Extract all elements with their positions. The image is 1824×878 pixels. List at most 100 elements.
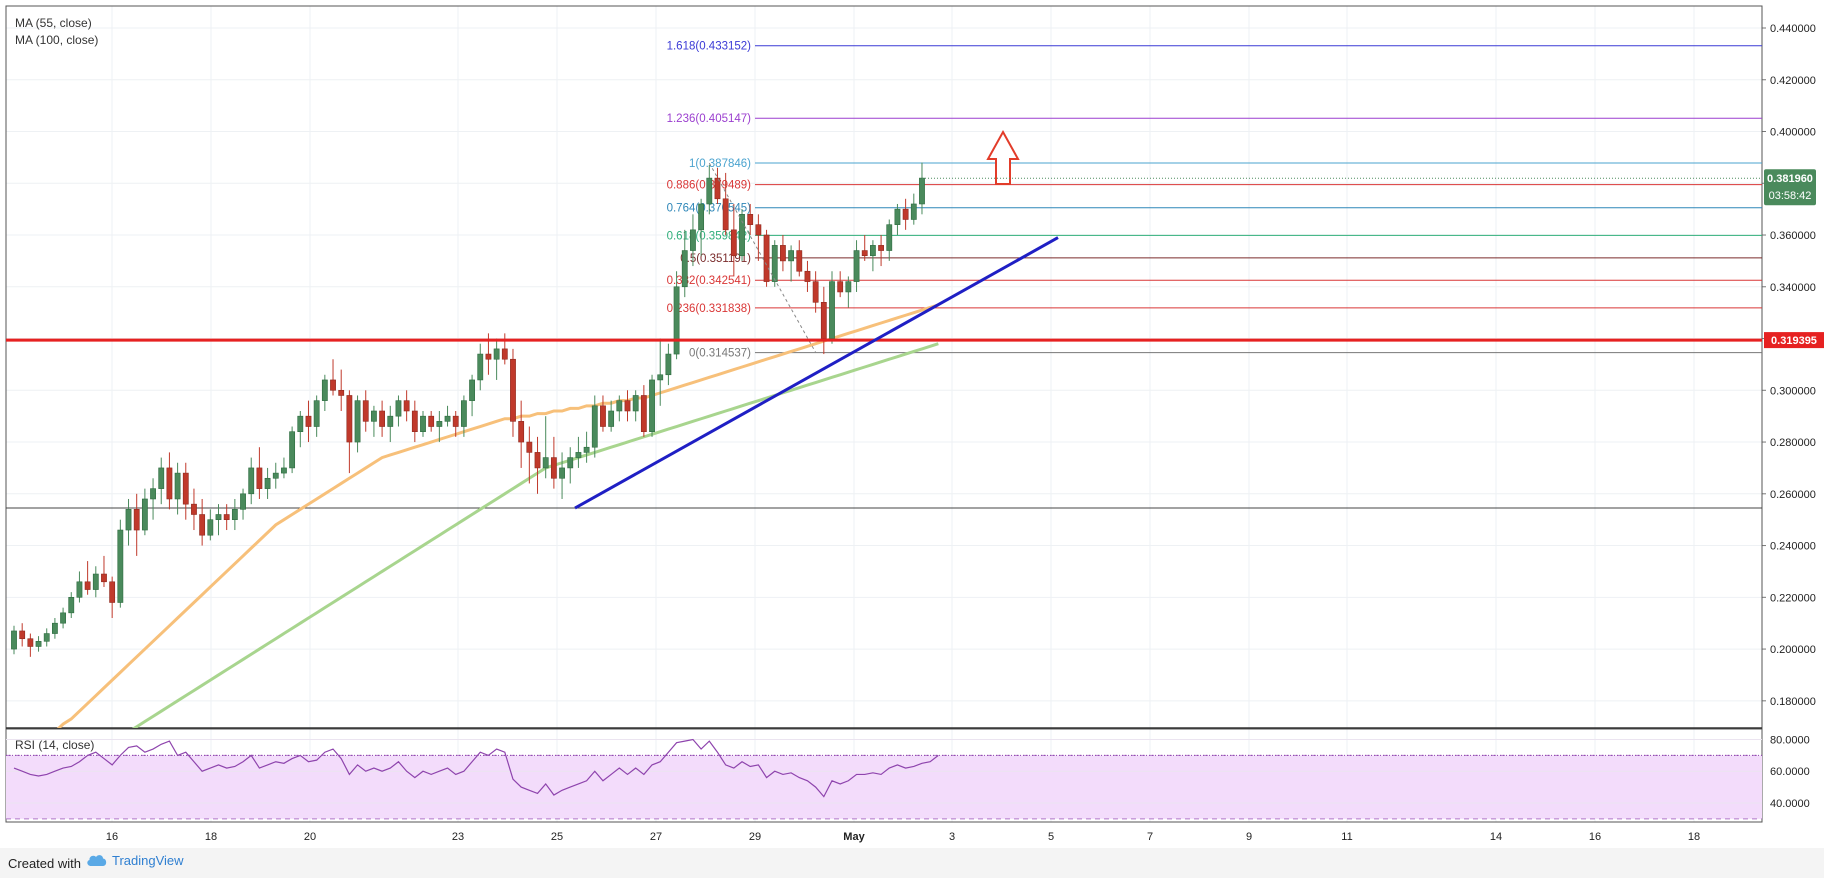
candle-body <box>338 389 345 396</box>
created-with-text: Created with <box>8 856 81 871</box>
x-tick-label: 16 <box>1589 831 1601 843</box>
candle-body <box>722 198 729 231</box>
y-tick-label: 0.340000 <box>1770 282 1816 294</box>
chart-background <box>0 0 1824 848</box>
y-tick-label: 0.180000 <box>1770 696 1816 708</box>
candle-body <box>362 400 369 422</box>
fib-level-label: 0.236(0.331838) <box>667 303 752 315</box>
candle-body <box>43 633 50 642</box>
candle-body <box>886 224 893 251</box>
up-arrow-icon <box>986 129 1020 185</box>
candle-body <box>281 467 287 474</box>
candle-body <box>575 452 582 458</box>
candle-body <box>387 415 394 427</box>
candle-body <box>297 415 304 432</box>
candle-body <box>289 431 296 469</box>
candle-body <box>411 410 418 432</box>
candle-body <box>117 529 124 603</box>
candle-body <box>706 177 713 205</box>
candle-body <box>395 400 402 417</box>
candle-body <box>526 441 533 453</box>
x-tick-label: 16 <box>106 831 118 843</box>
candle-body <box>739 214 745 257</box>
candle-body <box>869 245 876 257</box>
candle-body <box>477 353 484 381</box>
candle-body <box>101 573 107 583</box>
fib-level-label: 0.618(0.359842) <box>667 230 752 242</box>
y-tick-label: 0.440000 <box>1770 23 1816 35</box>
candle-body <box>92 573 99 590</box>
candle-body <box>608 410 615 427</box>
candle-body <box>125 509 132 531</box>
candle-body <box>796 250 803 272</box>
candle-body <box>191 503 197 515</box>
fib-level-label: 1(0.387846) <box>689 158 751 170</box>
candle-body <box>902 208 909 220</box>
candle-body <box>657 374 664 381</box>
candle-body <box>518 421 525 443</box>
candle-body <box>141 498 148 531</box>
tradingview-brand: TradingView <box>112 852 184 868</box>
candle-body <box>485 353 492 360</box>
candle-body <box>690 229 696 251</box>
candle-body <box>550 457 557 479</box>
ma55-line <box>56 303 939 728</box>
candle-body <box>133 509 140 531</box>
bar-countdown-label: 03:58:42 <box>1769 190 1812 202</box>
candle-body <box>861 250 868 257</box>
candle-body <box>182 472 189 505</box>
candle-body <box>747 214 754 225</box>
candle-body <box>272 472 279 479</box>
y-tick-label: 0.300000 <box>1770 385 1816 397</box>
candle-body <box>60 612 66 624</box>
x-tick-label: 29 <box>749 831 761 843</box>
candle-body <box>673 286 680 355</box>
last-price-label: 0.381960 <box>1767 173 1813 185</box>
candle-body <box>354 400 361 443</box>
candle-body <box>910 203 917 220</box>
candle-body <box>199 514 206 536</box>
candle-body <box>878 245 884 251</box>
y-tick-label: 0.400000 <box>1770 127 1816 139</box>
candle-body <box>256 467 263 489</box>
x-tick-label: 3 <box>949 831 955 843</box>
candle-body <box>559 467 565 479</box>
candle-body <box>853 250 860 282</box>
candles <box>11 162 925 657</box>
fib-level-label: 1.618(0.433152) <box>667 41 752 53</box>
price-chart[interactable]: 16 18 20 23 25 27 29 May 3 5 7 9 11 14 16 18 0.180000 0.2… <box>0 0 1824 848</box>
ma100-legend: MA (100, close) <box>15 33 99 47</box>
candle-body <box>27 638 34 647</box>
candle-body <box>321 379 328 401</box>
candle-body <box>76 581 83 598</box>
x-tick-label: 20 <box>304 831 316 843</box>
y-tick-label: 0.220000 <box>1770 592 1816 604</box>
candle-body <box>829 281 835 339</box>
candle-body <box>714 177 721 200</box>
y-tick-label: 0.240000 <box>1770 541 1816 553</box>
y-tick-label: 0.200000 <box>1770 644 1816 656</box>
candle-body <box>534 452 541 469</box>
candle-body <box>420 415 426 432</box>
candle-body <box>215 514 222 520</box>
candle-body <box>837 281 844 293</box>
candle-body <box>812 281 819 303</box>
candle-body <box>166 467 173 500</box>
candle-body <box>919 177 925 205</box>
x-tick-label: 5 <box>1048 831 1054 843</box>
x-tick-label: 18 <box>205 831 217 843</box>
ma55-legend: MA (55, close) <box>15 16 92 30</box>
candle-body <box>460 400 467 427</box>
y-tick-label: 0.420000 <box>1770 75 1816 87</box>
fib-level-label: 0(0.314537) <box>689 348 751 360</box>
tradingview-link[interactable]: TradingView <box>86 852 184 868</box>
x-tick-label: 11 <box>1341 831 1352 843</box>
candle-body <box>730 229 737 257</box>
candle-body <box>542 457 549 469</box>
candle-body <box>240 493 246 510</box>
tradingview-cloud-icon <box>87 855 107 866</box>
candle-body <box>305 415 312 427</box>
candle-body <box>755 224 762 236</box>
candle-body <box>616 400 623 412</box>
candle-body <box>501 348 508 360</box>
